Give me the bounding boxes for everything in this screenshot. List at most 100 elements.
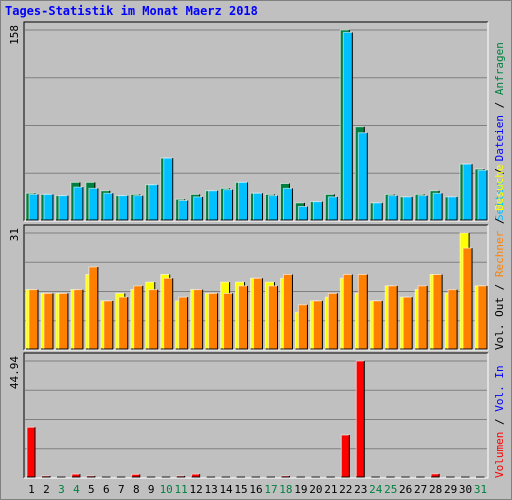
bar-volume-volumen-highlight — [355, 360, 365, 477]
bar-visits-rechner — [327, 292, 338, 350]
panel-border-light — [24, 22, 489, 222]
bar-volume-volumen — [475, 476, 485, 478]
bar-visits-rechner-highlight — [223, 292, 233, 349]
bar-requests-dateien — [118, 195, 129, 221]
bar-visits-rechner-fill — [253, 278, 263, 349]
bar-requests-dateien-fill — [328, 196, 338, 220]
bar-visits-rechner — [267, 285, 278, 350]
bar-requests-anfragen-highlight — [25, 192, 35, 220]
bar-visits-rechner — [58, 292, 69, 350]
bar-visits-rechner-fill — [313, 300, 323, 349]
bar-visits-rechner-fill — [403, 297, 413, 349]
bar-visits-rechner-shadow — [418, 285, 428, 350]
bar-volume-volumen-highlight — [191, 473, 200, 477]
bar-visits-rechner-shadow — [148, 289, 159, 350]
axis-max-label-visits: 31 — [8, 228, 21, 241]
bar-requests-dateien-fill — [373, 202, 383, 220]
bar-visits-rechner-shadow — [313, 300, 323, 350]
bar-requests-anfragen-highlight — [85, 181, 95, 220]
bar-visits-rechner-shadow — [58, 293, 69, 350]
bar-volume-volumen-shadow — [101, 476, 111, 478]
legend-volume: Volumen / Vol. In — [493, 365, 506, 478]
bar-requests-dateien — [417, 195, 428, 221]
bar-volume-volumen — [146, 476, 156, 478]
bar-visits-rechner — [387, 285, 398, 350]
bar-volume-volumen-highlight — [71, 473, 80, 477]
bar-volume-volumen-shadow — [371, 476, 380, 478]
bar-volume-volumen-fill — [176, 475, 185, 477]
bar-volume-volumen — [430, 473, 440, 478]
bar-volume-volumen-shadow — [27, 427, 36, 478]
bar-volume-volumen-shadow — [401, 476, 410, 478]
bar-visits-rechner-highlight — [357, 274, 368, 349]
bar-requests-dateien — [282, 187, 293, 221]
bar-requests-dateien-fill — [448, 196, 458, 220]
bar-requests-dateien-highlight — [297, 205, 308, 220]
bar-volume-volumen-fill — [191, 474, 200, 477]
bar-requests-dateien-highlight — [357, 132, 368, 220]
legend-requests: Seiten / Dateien / Anfragen — [493, 42, 506, 221]
bar-visits-rechner-shadow — [268, 285, 278, 350]
bar-requests-dateien-fill — [403, 196, 413, 220]
bar-visits-rechner-highlight — [118, 296, 128, 349]
x-tick-label: 20 — [309, 483, 322, 496]
bar-requests-dateien-highlight — [342, 31, 353, 220]
bar-visits-besuche-highlight — [235, 281, 245, 349]
bar-requests-dateien-fill — [433, 193, 443, 220]
bar-requests-dateien-fill — [178, 200, 188, 220]
bar-visits-rechner — [208, 292, 219, 350]
bar-requests-dateien-fill — [43, 194, 53, 220]
bar-visits-rechner — [342, 274, 353, 350]
x-tick-label: 7 — [118, 483, 125, 496]
bar-volume-volumen-fill — [131, 474, 140, 477]
bar-requests-anfragen-highlight — [414, 193, 425, 220]
bar-visits-rechner-shadow — [133, 285, 144, 350]
bar-requests-dateien-shadow — [88, 188, 99, 221]
bar-volume-volumen-shadow — [296, 476, 305, 478]
bar-requests-dateien-shadow — [298, 206, 308, 221]
bar-visits-rechner-fill — [373, 300, 383, 349]
bar-requests-dateien — [372, 202, 383, 221]
bar-visits-rechner-fill — [478, 285, 488, 349]
bar-volume-volumen-shadow — [356, 361, 365, 478]
legend-separator: / — [493, 161, 506, 181]
bar-visits-rechner-shadow — [223, 293, 234, 350]
bar-volume-volumen — [415, 476, 425, 478]
legend-separator: / — [493, 211, 506, 231]
bar-requests-dateien — [238, 181, 249, 221]
chart-title: Tages-Statistik im Monat Maerz 2018 — [5, 4, 258, 18]
legend-item: Vol. Out — [493, 297, 506, 350]
bar-visits-rechner-highlight — [432, 274, 443, 349]
bar-visits-rechner-highlight — [297, 304, 308, 349]
bar-requests-dateien-shadow — [118, 195, 129, 221]
bar-visits-rechner-fill — [358, 274, 368, 349]
bar-visits-rechner — [312, 300, 323, 350]
x-tick-label: 11 — [175, 483, 188, 496]
legend-item: Besuche — [493, 165, 506, 211]
bar-requests-dateien-highlight — [267, 195, 278, 220]
bar-volume-volumen-fill — [27, 427, 35, 477]
bar-volume-volumen-highlight — [430, 473, 440, 477]
bar-visits-rechner — [133, 285, 144, 350]
bar-visits-rechner-fill — [343, 274, 353, 349]
bar-requests-dateien-fill — [238, 182, 248, 220]
bar-volume-volumen — [86, 475, 96, 478]
bar-requests-dateien-fill — [283, 188, 293, 220]
x-tick-label: 2 — [43, 483, 50, 496]
bar-requests-dateien-fill — [298, 206, 308, 220]
bar-visits-rechner-fill — [418, 285, 428, 349]
bar-visits-rechner-fill — [103, 300, 113, 349]
bar-visits-rechner-highlight — [133, 285, 143, 349]
bar-visits-rechner-highlight — [402, 296, 413, 349]
bar-requests-dateien — [477, 169, 488, 221]
bar-visits-rechner — [28, 289, 39, 350]
bar-volume-volumen-shadow — [191, 474, 201, 478]
bar-visits-rechner — [103, 300, 114, 350]
bar-visits-rechner-highlight — [178, 296, 188, 349]
bar-requests-dateien — [148, 184, 159, 221]
bar-volume-volumen — [460, 476, 470, 478]
bar-volume-volumen-shadow — [281, 475, 290, 478]
bar-requests-dateien-shadow — [478, 170, 488, 221]
x-tick-label: 14 — [219, 483, 233, 496]
bar-volume-volumen-shadow — [326, 476, 335, 478]
